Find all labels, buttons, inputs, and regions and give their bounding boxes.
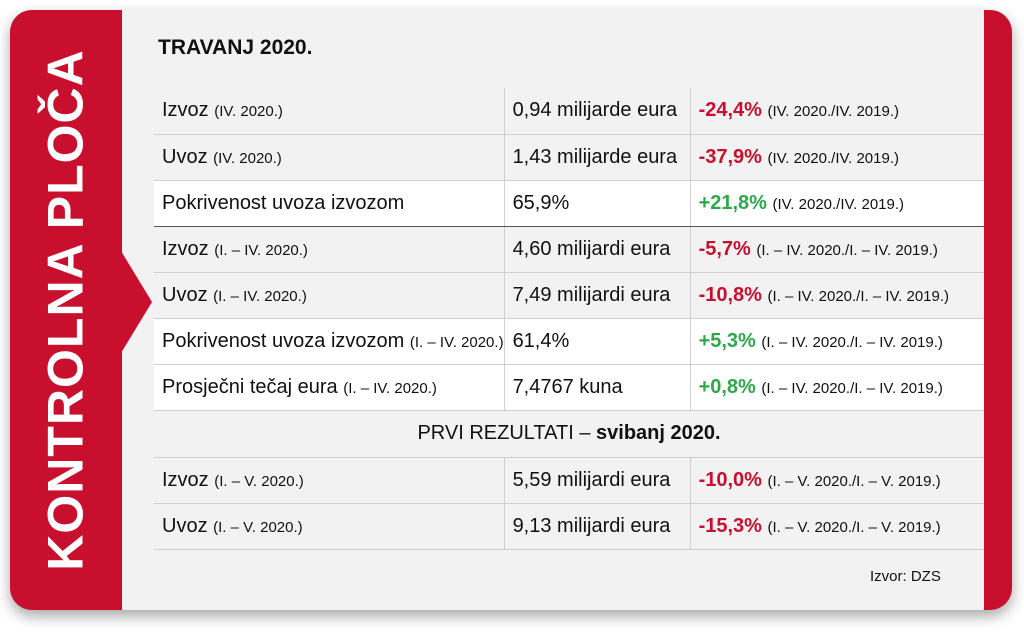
row-value: 4,60 milijardi eura — [504, 226, 691, 273]
table-row: Izvoz (I. – V. 2020.) 5,59 milijardi eur… — [154, 457, 984, 504]
row-label: Izvoz (IV. 2020.) — [154, 88, 505, 135]
table-row: Izvoz (IV. 2020.) 0,94 milijarde eura -2… — [154, 88, 984, 135]
row-change: -5,7% (I. – IV. 2020./I. – IV. 2019.) — [690, 226, 984, 273]
row-label: Pokrivenost uvoza izvozom — [154, 180, 505, 227]
table-row: Izvoz (I. – IV. 2020.) 4,60 milijardi eu… — [154, 226, 984, 273]
row-value: 9,13 milijardi eura — [504, 503, 691, 550]
row-value: 65,9% — [504, 180, 691, 227]
table-row: Prosječni tečaj eura (I. – IV. 2020.) 7,… — [154, 364, 984, 411]
row-change: -15,3% (I. – V. 2020./I. – V. 2019.) — [690, 503, 984, 550]
statistics-table: Izvoz (IV. 2020.) 0,94 milijarde eura -2… — [154, 88, 984, 550]
source-note: Izvor: DZS — [870, 568, 941, 585]
row-label: Uvoz (IV. 2020.) — [154, 134, 505, 181]
row-value: 61,4% — [504, 318, 691, 365]
row-label: Uvoz (I. – IV. 2020.) — [154, 272, 505, 319]
section-header: PRVI REZULTATI – svibanj 2020. — [154, 410, 984, 458]
table-row: Uvoz (I. – V. 2020.) 9,13 milijardi eura… — [154, 503, 984, 550]
row-change: -37,9% (IV. 2020./IV. 2019.) — [690, 134, 984, 181]
row-change: -24,4% (IV. 2020./IV. 2019.) — [690, 88, 984, 135]
row-label: Izvoz (I. – IV. 2020.) — [154, 226, 505, 273]
row-change: +0,8% (I. – IV. 2020./I. – IV. 2019.) — [690, 364, 984, 411]
table-row: Uvoz (I. – IV. 2020.) 7,49 milijardi eur… — [154, 272, 984, 319]
row-value: 0,94 milijarde eura — [504, 88, 691, 135]
row-change: -10,8% (I. – IV. 2020./I. – IV. 2019.) — [690, 272, 984, 319]
pointer-arrow-icon — [118, 246, 152, 358]
page-title: TRAVANJ 2020. — [158, 36, 313, 59]
row-label: Izvoz (I. – V. 2020.) — [154, 457, 505, 504]
row-value: 7,49 milijardi eura — [504, 272, 691, 319]
row-label: Prosječni tečaj eura (I. – IV. 2020.) — [154, 364, 505, 411]
row-value: 5,59 milijardi eura — [504, 457, 691, 504]
table-row: Uvoz (IV. 2020.) 1,43 milijarde eura -37… — [154, 134, 984, 181]
row-value: 7,4767 kuna — [504, 364, 691, 411]
row-change: +21,8% (IV. 2020./IV. 2019.) — [690, 180, 984, 227]
side-title: KONTROLNA PLOČA — [38, 49, 95, 571]
row-label: Pokrivenost uvoza izvozom (I. – IV. 2020… — [154, 318, 505, 365]
row-change: +5,3% (I. – IV. 2020./I. – IV. 2019.) — [690, 318, 984, 365]
section-header-row: PRVI REZULTATI – svibanj 2020. — [154, 410, 984, 458]
side-title-band: KONTROLNA PLOČA — [10, 10, 122, 610]
row-change: -10,0% (I. – V. 2020./I. – V. 2019.) — [690, 457, 984, 504]
row-value: 1,43 milijarde eura — [504, 134, 691, 181]
table-row: Pokrivenost uvoza izvozom 65,9% +21,8% (… — [154, 180, 984, 227]
table-row: Pokrivenost uvoza izvozom (I. – IV. 2020… — [154, 318, 984, 365]
row-label: Uvoz (I. – V. 2020.) — [154, 503, 505, 550]
